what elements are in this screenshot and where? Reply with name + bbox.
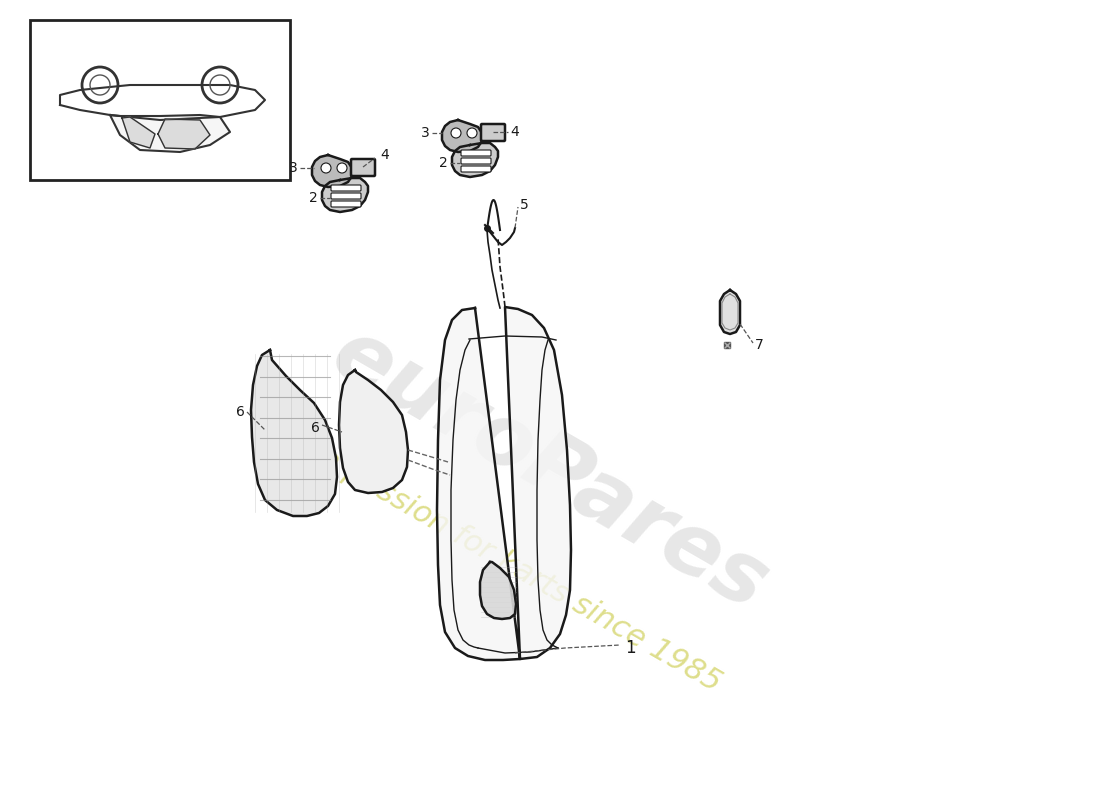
FancyBboxPatch shape	[481, 124, 505, 141]
Polygon shape	[110, 115, 230, 152]
FancyBboxPatch shape	[331, 185, 361, 191]
Polygon shape	[437, 307, 571, 660]
Circle shape	[468, 128, 477, 138]
Polygon shape	[480, 562, 516, 619]
Polygon shape	[322, 178, 368, 212]
Text: 6: 6	[236, 405, 245, 419]
Text: a passion for karts since 1985: a passion for karts since 1985	[314, 442, 726, 698]
Polygon shape	[720, 290, 740, 334]
Polygon shape	[312, 155, 352, 187]
Text: 4: 4	[510, 125, 519, 139]
Circle shape	[337, 163, 346, 173]
Polygon shape	[251, 350, 337, 516]
Text: 2: 2	[439, 156, 448, 170]
Polygon shape	[122, 117, 155, 148]
FancyBboxPatch shape	[331, 201, 361, 207]
Polygon shape	[452, 143, 498, 177]
FancyBboxPatch shape	[461, 158, 491, 164]
Text: 6: 6	[311, 421, 320, 435]
Text: 3: 3	[289, 161, 298, 175]
FancyBboxPatch shape	[461, 166, 491, 172]
FancyBboxPatch shape	[351, 159, 375, 176]
Text: 1: 1	[625, 639, 636, 657]
Polygon shape	[158, 119, 210, 149]
Text: 5: 5	[520, 198, 529, 212]
Polygon shape	[442, 120, 482, 152]
Bar	[30, 20, 290, 180]
Polygon shape	[339, 370, 408, 493]
Text: 3: 3	[421, 126, 430, 140]
Circle shape	[321, 163, 331, 173]
Circle shape	[451, 128, 461, 138]
Text: 4: 4	[379, 148, 388, 162]
Text: 7: 7	[755, 338, 763, 352]
Text: 2: 2	[309, 191, 318, 205]
FancyBboxPatch shape	[331, 193, 361, 199]
Text: euroPares: euroPares	[318, 312, 782, 628]
FancyBboxPatch shape	[461, 150, 491, 156]
